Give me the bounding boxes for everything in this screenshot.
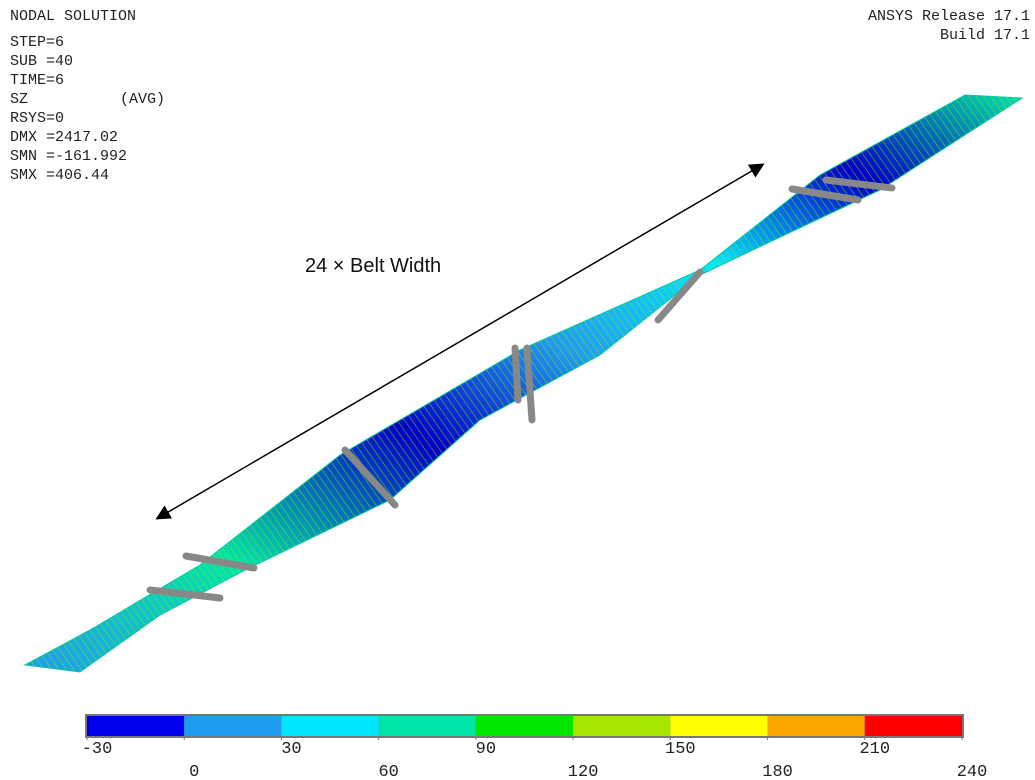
legend-tick-label: 0 [189, 763, 199, 780]
info-block: STEP=6 SUB =40 TIME=6 SZ RSYS=0 DMX =2417.02 S… [10, 34, 127, 184]
title: NODAL SOLUTION [10, 8, 136, 25]
legend-swatch [379, 716, 476, 736]
screen: NODAL SOLUTION ANSYS Release 17.1 Build … [0, 0, 1035, 780]
legend-tick-label: 180 [762, 763, 793, 780]
annotation: 24 × Belt Width [305, 255, 441, 277]
info-line: STEP=6 [10, 34, 64, 51]
info-line: SMX =406.44 [10, 167, 109, 184]
info-line: SUB =40 [10, 53, 73, 70]
legend-tick-label: 240 [957, 763, 988, 780]
legend-swatch [865, 716, 962, 736]
legend-swatch [768, 716, 865, 736]
legend-swatch [184, 716, 281, 736]
info-line: SMN =-161.992 [10, 148, 127, 165]
legend-tick-label: 150 [665, 740, 696, 759]
info-line: SZ [10, 91, 28, 108]
info-line: RSYS=0 [10, 110, 64, 127]
legend-tick-label: 30 [281, 740, 301, 759]
avg-label: (AVG) [120, 91, 165, 108]
legend-tick-label: 120 [568, 763, 599, 780]
legend-tick-label: 210 [859, 740, 890, 759]
legend: -30 0 30 60 90 120 150 180 210 240 [82, 714, 988, 780]
info-line: DMX =2417.02 [10, 129, 118, 146]
legend-tick-label: 60 [378, 763, 398, 780]
legend-tick-label: -30 [82, 740, 113, 759]
belt-model [25, 95, 1022, 672]
release: ANSYS Release 17.1 [868, 8, 1030, 25]
legend-swatch [573, 716, 670, 736]
legend-swatch [670, 716, 767, 736]
legend-swatch [476, 716, 573, 736]
build: Build 17.1 [940, 27, 1030, 44]
legend-swatch [281, 716, 378, 736]
legend-swatch [87, 716, 184, 736]
legend-tick-label: 90 [476, 740, 496, 759]
info-line: TIME=6 [10, 72, 64, 89]
